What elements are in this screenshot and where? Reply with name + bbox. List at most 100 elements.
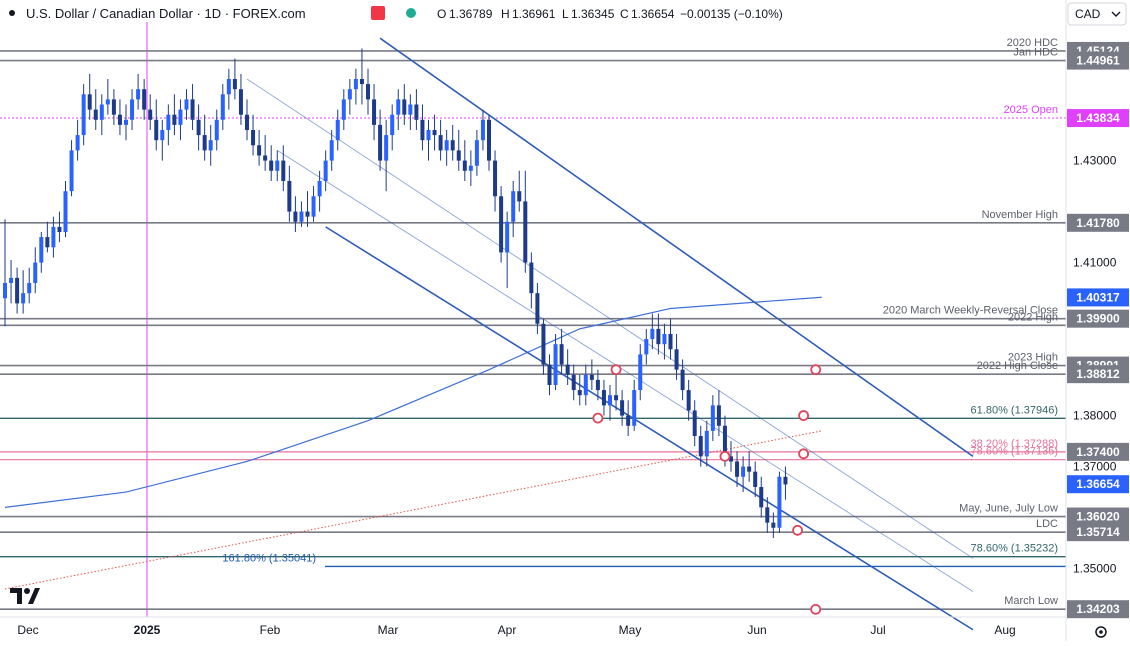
candle-body — [571, 374, 576, 391]
gear-icon[interactable] — [1095, 626, 1107, 638]
candle-body — [87, 94, 92, 110]
candle-body — [583, 374, 588, 396]
candle-body — [608, 395, 612, 406]
candle-body — [698, 435, 703, 457]
currency-button[interactable] — [1067, 2, 1127, 26]
candle-body — [226, 78, 231, 95]
candle-body — [692, 410, 697, 436]
candle-body — [626, 415, 631, 426]
ohlc-open-label: O — [437, 7, 446, 21]
channel-line — [277, 150, 974, 592]
candle-body — [553, 344, 558, 385]
candle-body — [535, 293, 540, 324]
candle-body — [359, 78, 364, 85]
level-label: 2023 High — [1008, 352, 1058, 364]
ohlc-change: −0.00135 (−0.10%) — [680, 7, 783, 21]
x-tick-label: Aug — [994, 623, 1015, 637]
price-label: 1.36020 — [1076, 510, 1120, 524]
moving-average-line — [4, 296, 822, 508]
candle-body — [196, 119, 201, 136]
x-tick-label: Mar — [378, 623, 399, 637]
x-tick-labels: Dec 2025 Feb Mar Apr May Jun Jul Aug — [17, 623, 1015, 637]
level-label: May, June, July Low — [959, 503, 1058, 515]
candle-body — [281, 160, 286, 181]
price-label-box — [1067, 109, 1129, 128]
candle-body — [396, 99, 401, 115]
candle-body — [9, 277, 14, 283]
candle-body — [154, 119, 159, 141]
level-label: Jan HDC — [1013, 47, 1058, 59]
price-axis[interactable]: CAD 1.430001.410001.380001.370001.35000 … — [1065, 0, 1130, 641]
candle-body — [69, 150, 74, 192]
candle-body — [378, 124, 383, 161]
candle-body — [178, 109, 183, 125]
channel-line — [325, 226, 974, 631]
candle-body — [353, 78, 358, 90]
price-label: 1.37400 — [1076, 445, 1120, 459]
level-label: 2020 March Weekly-Reversal Close — [883, 305, 1058, 317]
candle-body — [251, 129, 256, 146]
candle-body — [311, 196, 316, 217]
flag-icon[interactable] — [371, 6, 385, 20]
level-label: March Low — [1004, 595, 1058, 607]
marker-circle — [610, 364, 622, 376]
marker-circle — [810, 603, 822, 615]
time-axis[interactable]: Dec 2025 Feb Mar Apr May Jun Jul Aug — [0, 616, 1066, 637]
candle-body — [160, 129, 165, 141]
market-status-icon — [406, 8, 416, 18]
candle-body — [366, 84, 370, 100]
candle-body — [480, 119, 485, 141]
collapse-dot-icon[interactable] — [9, 10, 15, 16]
level-label: LDC — [1036, 518, 1058, 530]
candle-body — [184, 99, 189, 110]
candle-body — [335, 119, 340, 141]
candle-body — [462, 160, 467, 171]
marker-circle — [592, 412, 604, 424]
candle-body — [75, 135, 80, 151]
candles — [3, 48, 788, 538]
candle-body — [172, 114, 177, 125]
trendline — [4, 430, 822, 590]
candle-body — [51, 226, 56, 248]
symbol-title[interactable]: U.S. Dollar / Canadian Dollar · 1D · FOR… — [26, 6, 306, 21]
candle-body — [130, 99, 135, 120]
candle-body — [202, 135, 207, 151]
candle-body — [650, 328, 655, 340]
candle-body — [57, 226, 62, 232]
candle-body — [420, 119, 425, 141]
x-tick-label: Jun — [747, 623, 766, 637]
candle-body — [27, 282, 32, 294]
currency-label: CAD — [1075, 7, 1101, 21]
candle-body — [595, 379, 600, 391]
price-label: 1.34203 — [1076, 602, 1120, 616]
drawing-lines — [4, 37, 974, 631]
candle-body — [148, 109, 153, 120]
y-tick-labels: 1.43000 1.41000 1.38000 1.37000 1.35000 — [1073, 154, 1117, 576]
level-label: 161.80% (1.35041) — [222, 552, 316, 564]
candle-body — [15, 277, 20, 304]
y-tick-label: 1.38000 — [1073, 409, 1117, 423]
candle-body — [517, 191, 522, 202]
candle-body — [323, 160, 328, 181]
candle-body — [414, 104, 419, 120]
candle-body — [105, 99, 110, 105]
candle-body — [565, 364, 570, 375]
candle-body — [124, 119, 128, 125]
candle-body — [117, 114, 122, 125]
candle-body — [438, 135, 443, 151]
price-label-box — [1067, 600, 1129, 619]
candle-body — [317, 180, 322, 197]
candle-body — [166, 114, 171, 130]
y-tick-label: 1.35000 — [1073, 562, 1117, 576]
marker-circle — [810, 364, 822, 376]
candle-body — [456, 150, 461, 161]
candle-body — [559, 344, 564, 365]
tradingview-logo-icon[interactable] — [10, 588, 40, 604]
candle-body — [638, 354, 643, 391]
candle-body — [541, 323, 546, 365]
candle-body — [656, 328, 661, 345]
